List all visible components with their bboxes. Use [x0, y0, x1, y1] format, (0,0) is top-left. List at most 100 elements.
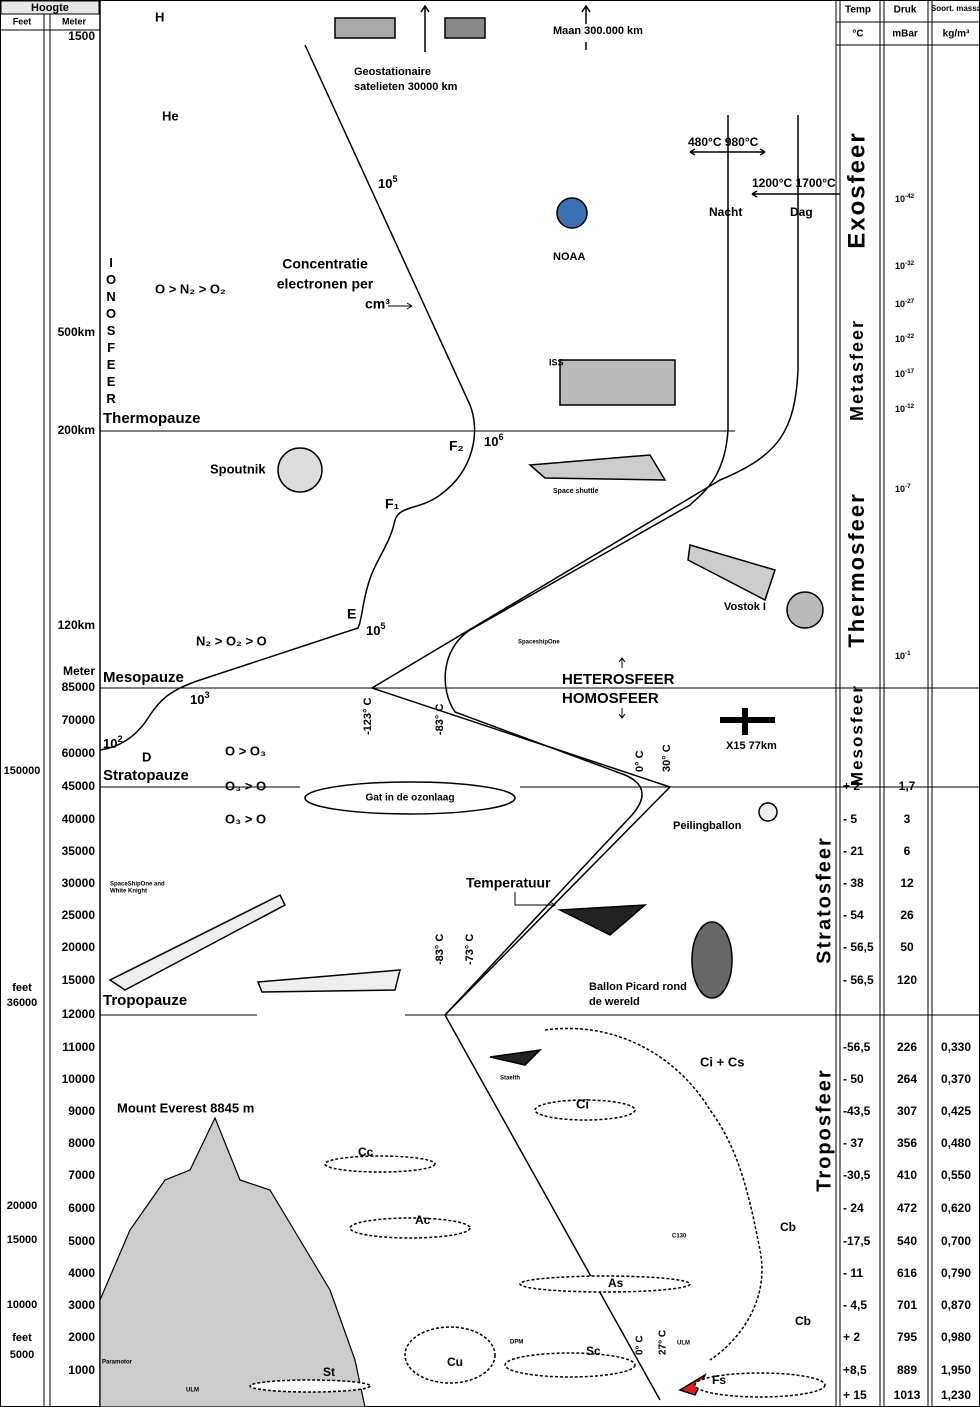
label: Peilingballon [673, 820, 742, 832]
header-temp-unit: °C [852, 29, 863, 40]
meter-label: 1000 [68, 1363, 95, 1377]
header-height: Hoogte [31, 2, 69, 14]
meter-label: 20000 [62, 940, 96, 954]
label: O₃ > O [225, 811, 266, 826]
label: Ci [576, 1096, 589, 1111]
pressure-exponent-base: 10 [895, 651, 905, 661]
meter-label: 6000 [68, 1201, 95, 1215]
pressure-exponent-base: 10 [895, 404, 905, 414]
label: As [608, 1276, 624, 1290]
meter-label: 1500 [68, 29, 95, 43]
layer-label: Stratosfeer [813, 836, 835, 964]
meter-label: 60000 [62, 746, 96, 760]
pressure-exponent: 10-27 [895, 298, 915, 309]
meter-label: 15000 [62, 973, 96, 987]
pressure-exponent-exp: -17 [905, 368, 915, 375]
meter-label: 11000 [62, 1040, 95, 1054]
label: Dag [790, 205, 813, 219]
pressure-value: 264 [897, 1072, 917, 1086]
temp-value: - 54 [843, 908, 864, 922]
density-value: 1,950 [941, 1363, 971, 1377]
temp-value: +8,5 [843, 1363, 867, 1377]
temp-value: - 37 [843, 1136, 864, 1150]
label-exp: 5 [392, 174, 397, 184]
meter-label: 12000 [62, 1007, 96, 1021]
density-value: 0,790 [941, 1266, 971, 1280]
label: St [323, 1365, 335, 1379]
meter-label: 10000 [62, 1072, 96, 1086]
temp-value: - 4,5 [843, 1298, 867, 1312]
label: electronen per [277, 276, 374, 292]
label: Geostationaire [354, 66, 431, 78]
meter-label: 3000 [68, 1298, 95, 1312]
meter-label: 30000 [62, 876, 96, 890]
pressure-value: 889 [897, 1363, 917, 1377]
layer-label: Exosfeer [843, 131, 870, 248]
label: Ci + Cs [700, 1054, 744, 1069]
label: F₂ [449, 438, 464, 454]
pressure-exponent: 10-7 [895, 483, 911, 494]
label: Paramotor [102, 1360, 133, 1366]
label: Ac [415, 1213, 431, 1227]
label: O > O₃ [225, 743, 266, 758]
meter-label: 7000 [68, 1168, 95, 1182]
label: He [162, 108, 179, 123]
pressure-exponent: 10-12 [895, 403, 915, 414]
pressure-exponent-base: 10 [895, 369, 905, 379]
label: IONOSFEER [104, 255, 119, 408]
feet-label: 5000 [10, 1349, 34, 1361]
layer-label: Metasfeer [847, 319, 867, 421]
meter-label: 500km [58, 325, 95, 339]
header-feet: Feet [13, 16, 32, 26]
label: D [142, 749, 151, 764]
label: 1200°C 1700°C [752, 176, 836, 190]
label-base: 10 [484, 434, 498, 449]
feet-label: 15000 [7, 1234, 38, 1246]
pressure-exponent: 10-32 [895, 260, 915, 271]
label: -83° C [434, 934, 446, 965]
pressure-exponent-exp: -32 [905, 260, 915, 267]
label: Fs [712, 1373, 726, 1387]
temp-value: - 56,5 [843, 940, 874, 954]
pressure-exponent-exp: -7 [905, 483, 911, 490]
header-pressure-unit: mBar [892, 29, 918, 40]
mountain [99, 1116, 366, 1407]
meter-label: Meter [63, 664, 95, 678]
label: 27° C [658, 1330, 669, 1355]
temp-value: - 24 [843, 1201, 864, 1215]
meter-label: 200km [58, 423, 95, 437]
density-value: 0,980 [941, 1330, 971, 1344]
layer-label: Mesosfeer [847, 684, 866, 786]
meter-label: 35000 [62, 844, 96, 858]
pressure-value: 120 [897, 973, 917, 987]
label: Gat in de ozonlaag [366, 793, 455, 804]
label: Concentratie [282, 256, 368, 272]
label: satelieten 30000 km [354, 81, 458, 93]
pressure-exponent-exp: -1 [905, 650, 911, 657]
pressure-value: 616 [897, 1266, 917, 1280]
temperature-curve [371, 687, 672, 1401]
pressure-exponent-exp: -12 [905, 403, 915, 410]
label: White Knight [110, 889, 147, 895]
label-base: 10 [378, 176, 392, 191]
temperature-day-curve [371, 115, 799, 689]
density-value: 1,230 [941, 1388, 971, 1402]
label-exp: 2 [117, 734, 122, 744]
label: HOMOSFEER [562, 690, 659, 707]
pressure-exponent-base: 10 [895, 299, 905, 309]
pressure-value: 1013 [894, 1388, 921, 1402]
label: 105 [378, 174, 398, 191]
meter-label: 2000 [68, 1330, 95, 1344]
label: Vostok I [724, 601, 766, 613]
label-base: 10 [366, 623, 380, 638]
temp-value: - 21 [843, 844, 864, 858]
meter-label: 25000 [62, 908, 96, 922]
meter-label: 45000 [62, 779, 96, 793]
label: ULM [677, 1341, 690, 1347]
pressure-value: 1,7 [899, 779, 916, 793]
temp-value: -56,5 [843, 1040, 871, 1054]
meter-label: 85000 [62, 680, 96, 694]
label: 480°C 980°C [688, 135, 759, 149]
